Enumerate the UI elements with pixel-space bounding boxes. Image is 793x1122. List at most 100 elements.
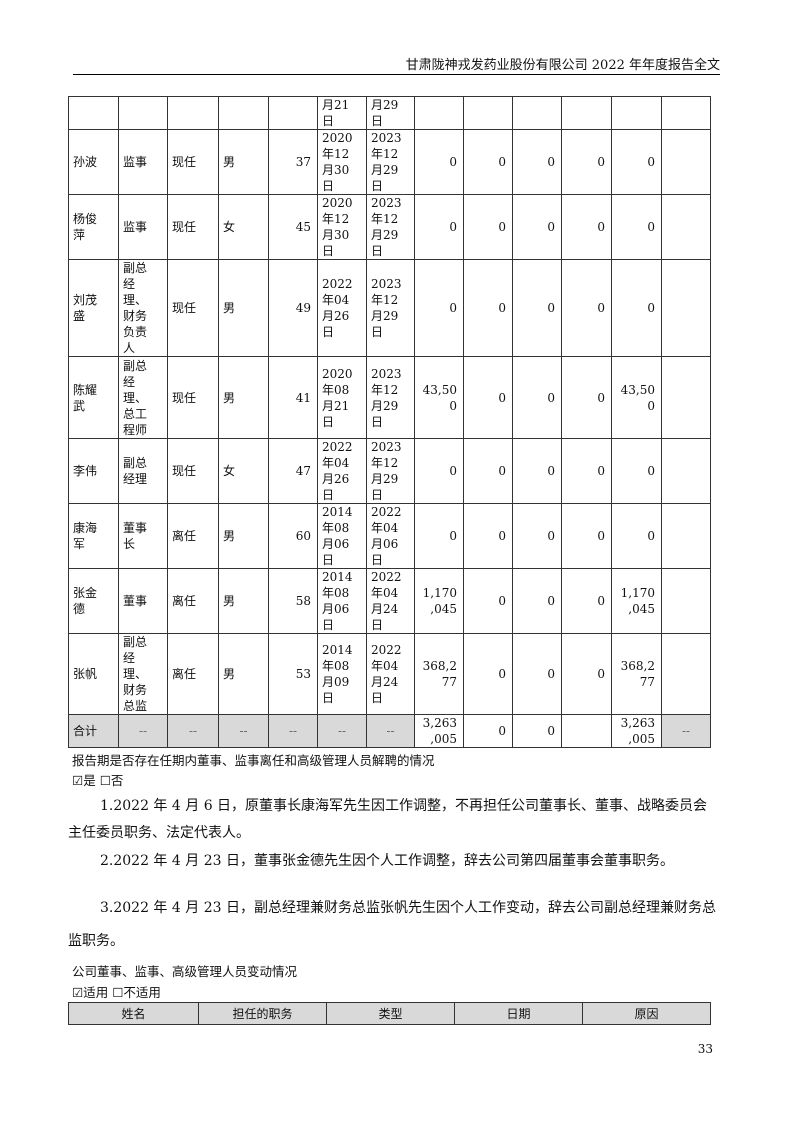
personnel-table: 月21 日月29 日孙波 监事 现任男 37 2020 年12 月30 日 2023 年1… xyxy=(68,96,711,748)
table-cell xyxy=(561,96,612,130)
table-cell: 60 xyxy=(268,503,318,569)
table-cell: 0 xyxy=(611,438,662,504)
col-header: 类型 xyxy=(326,1002,455,1025)
paragraph-1: 1.2022 年 4 月 6 日，原董事长康海军先生因工作调整，不再担任公司董事… xyxy=(68,798,708,841)
total-cell: -- xyxy=(317,714,367,748)
table-cell: 2022 年04 月06 日 xyxy=(366,503,415,569)
table-cell: 47 xyxy=(268,438,318,504)
table-cell: 副总 经 理、 财务 负责 人 xyxy=(118,259,168,357)
table-cell: 现任 xyxy=(167,129,219,195)
table-cell xyxy=(118,96,168,130)
table-cell: 董事 长 xyxy=(118,503,168,569)
total-row: 合计 -- -- -- -- -- -- 3,263 ,005 0 0 3,263 ,005 -- xyxy=(68,714,711,748)
table-row: 陈耀 武副总 经 理、 总工 程师 现任男 41 2020 年08 月21 日 2023… xyxy=(68,356,711,439)
checkbox-not-applicable[interactable]: ☐不适用 xyxy=(112,985,161,1000)
total-cell: 3,263 ,005 xyxy=(414,714,464,748)
table-cell: 2023 年12 月29 日 xyxy=(366,194,415,260)
table-cell: 离任 xyxy=(167,633,219,715)
table-cell: 0 xyxy=(414,194,464,260)
table-cell xyxy=(661,568,711,634)
question-text: 报告期是否存在任期内董事、监事离任和高级管理人员解聘的情况 xyxy=(72,753,435,768)
table-cell xyxy=(218,96,269,130)
table-cell: 监事 xyxy=(118,129,168,195)
table-cell: 0 xyxy=(414,259,464,357)
table-cell: 离任 xyxy=(167,568,219,634)
table-cell: 2023 年12 月29 日 xyxy=(366,129,415,195)
table-cell: 0 xyxy=(512,568,562,634)
col-header: 日期 xyxy=(454,1002,583,1025)
table-cell: 0 xyxy=(561,503,612,569)
table-cell: 2020 年12 月30 日 xyxy=(317,129,367,195)
table-cell: 女 xyxy=(218,438,269,504)
checkbox-applicable[interactable]: ☑适用 xyxy=(72,985,109,1000)
total-cell: -- xyxy=(366,714,415,748)
table-cell: 刘茂 盛 xyxy=(68,259,119,357)
total-cell xyxy=(561,714,612,748)
table-cell xyxy=(661,503,711,569)
table-cell: 张帆 xyxy=(68,633,119,715)
table-cell: 58 xyxy=(268,568,318,634)
total-cell: 3,263 ,005 xyxy=(611,714,662,748)
table-cell: 0 xyxy=(463,194,513,260)
table-cell: 0 xyxy=(561,438,612,504)
changes-table: 姓名 担任的职务 类型 日期 原因 xyxy=(68,1002,711,1025)
page-number: 33 xyxy=(697,1042,713,1056)
total-cell: -- xyxy=(661,714,711,748)
table-cell xyxy=(661,194,711,260)
table-cell xyxy=(661,259,711,357)
table-cell: 0 xyxy=(414,503,464,569)
table-cell: 2023 年12 月29 日 xyxy=(366,259,415,357)
table-cell: 368,2 77 xyxy=(414,633,464,715)
table-row: 张帆 副总 经 理、 财务 总监 离任男 53 2014 年08 月09 日 2022 年… xyxy=(68,633,711,715)
header-rule xyxy=(73,74,720,75)
total-cell: -- xyxy=(268,714,318,748)
options-row-1: ☑是 ☐否 xyxy=(72,770,123,789)
table-cell: 0 xyxy=(611,503,662,569)
table-cell: 男 xyxy=(218,633,269,715)
table-cell: 0 xyxy=(561,568,612,634)
table-cell: 0 xyxy=(611,259,662,357)
table-cell: 2023 年12 月29 日 xyxy=(366,438,415,504)
table-cell: 0 xyxy=(463,259,513,357)
checkbox-no[interactable]: ☐否 xyxy=(99,773,124,788)
table-row: 月21 日月29 日 xyxy=(68,96,711,130)
table-cell: 0 xyxy=(512,503,562,569)
checkbox-yes[interactable]: ☑是 xyxy=(72,773,96,788)
table-cell xyxy=(661,633,711,715)
running-header: 甘肃陇神戎发药业股份有限公司 2022 年年度报告全文 xyxy=(405,58,720,73)
table-cell: 监事 xyxy=(118,194,168,260)
table-cell: 0 xyxy=(611,194,662,260)
paragraph-3: 3.2022 年 4 月 23 日，副总经理兼财务总监张帆先生因个人工作变动，辞… xyxy=(68,900,716,949)
table-cell: 0 xyxy=(561,633,612,715)
table-cell: 现任 xyxy=(167,356,219,439)
table-cell: 0 xyxy=(512,194,562,260)
table-cell xyxy=(68,96,119,130)
table-cell: 离任 xyxy=(167,503,219,569)
table-cell: 男 xyxy=(218,129,269,195)
table-cell: 45 xyxy=(268,194,318,260)
table-cell: 49 xyxy=(268,259,318,357)
table-cell: 0 xyxy=(512,259,562,357)
table-cell xyxy=(512,96,562,130)
col-header: 担任的职务 xyxy=(198,1002,327,1025)
table-cell: 2022 年04 月26 日 xyxy=(317,438,367,504)
table-cell: 副总 经 理、 财务 总监 xyxy=(118,633,168,715)
table-cell: 现任 xyxy=(167,194,219,260)
table-cell xyxy=(661,96,711,130)
table-cell: 0 xyxy=(512,438,562,504)
table-cell: 0 xyxy=(512,356,562,439)
table-cell: 0 xyxy=(463,129,513,195)
table-cell xyxy=(661,129,711,195)
table-cell: 2022 年04 月24 日 xyxy=(366,568,415,634)
table-cell: 0 xyxy=(611,129,662,195)
table-cell: 1,170 ,045 xyxy=(611,568,662,634)
table-row: 李伟 副总 经理 现任女 47 2022 年04 月26 日 2023 年12 月29 日… xyxy=(68,438,711,504)
table-cell: 0 xyxy=(463,503,513,569)
table-cell: 2020 年08 月21 日 xyxy=(317,356,367,439)
table-cell: 女 xyxy=(218,194,269,260)
table-cell: 0 xyxy=(561,356,612,439)
total-cell: -- xyxy=(118,714,168,748)
table-cell xyxy=(661,438,711,504)
table-cell: 2020 年12 月30 日 xyxy=(317,194,367,260)
